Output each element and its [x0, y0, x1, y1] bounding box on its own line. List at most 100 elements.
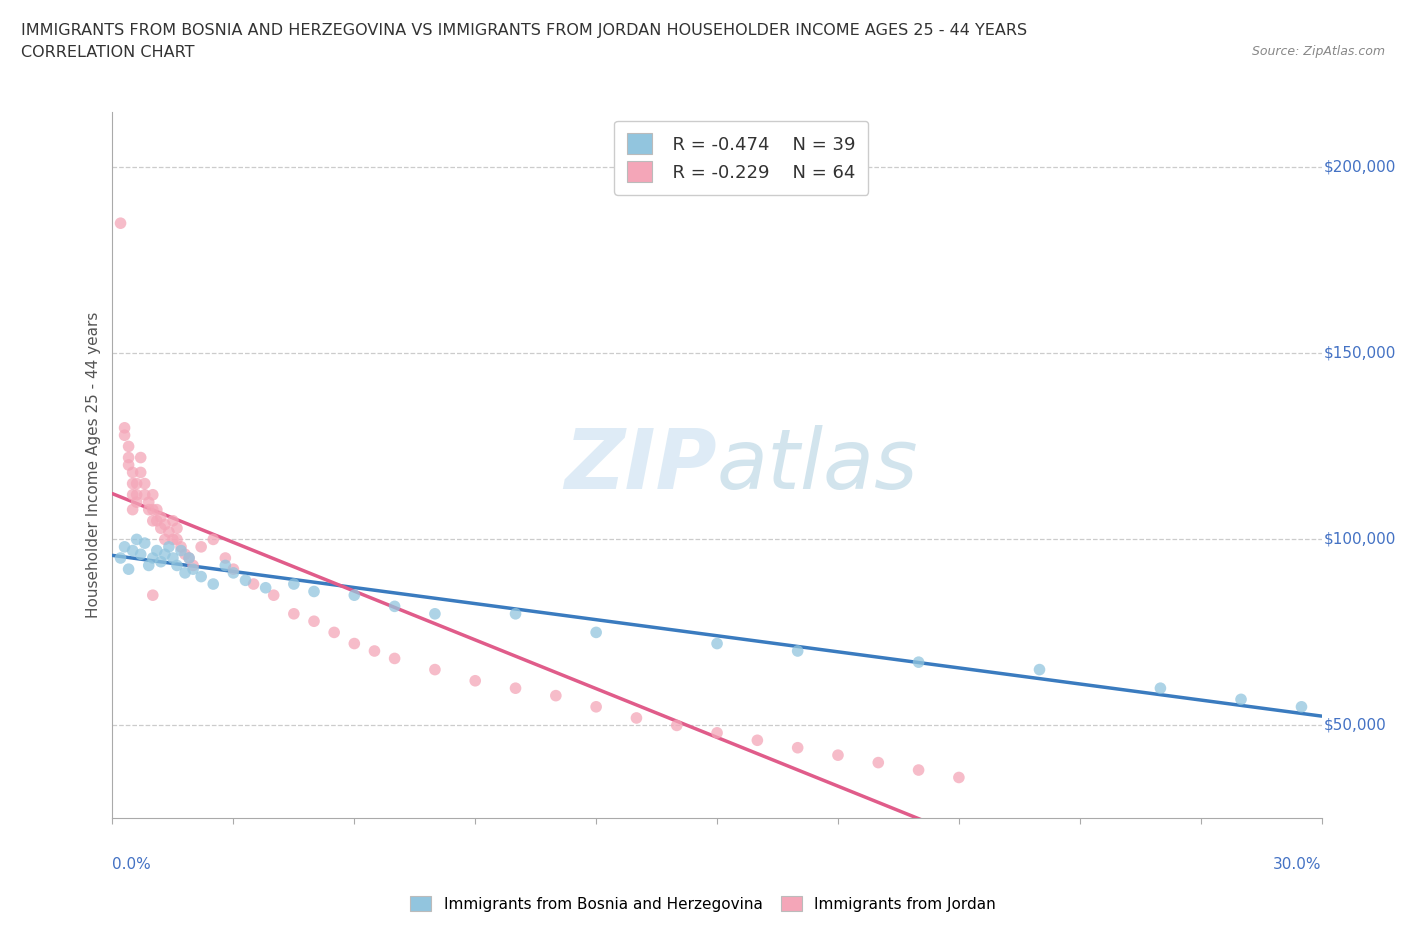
- Point: [423, 662, 446, 677]
- Text: $50,000: $50,000: [1324, 718, 1386, 733]
- Point: [146, 543, 169, 558]
- Point: [125, 495, 148, 510]
- Point: [235, 573, 257, 588]
- Point: [302, 614, 325, 629]
- Point: [129, 465, 152, 480]
- Point: [153, 517, 176, 532]
- Point: [254, 580, 277, 595]
- Point: [146, 513, 169, 528]
- Point: [1028, 662, 1050, 677]
- Point: [1291, 699, 1313, 714]
- Point: [343, 588, 366, 603]
- Point: [423, 606, 446, 621]
- Point: [114, 420, 136, 435]
- Point: [585, 625, 607, 640]
- Point: [117, 458, 139, 472]
- Point: [142, 502, 165, 517]
- Point: [121, 502, 143, 517]
- Point: [166, 532, 188, 547]
- Point: [153, 532, 176, 547]
- Point: [121, 465, 143, 480]
- Point: [505, 606, 527, 621]
- Point: [190, 539, 212, 554]
- Text: CORRELATION CHART: CORRELATION CHART: [21, 45, 194, 60]
- Point: [907, 763, 929, 777]
- Text: IMMIGRANTS FROM BOSNIA AND HERZEGOVINA VS IMMIGRANTS FROM JORDAN HOUSEHOLDER INC: IMMIGRANTS FROM BOSNIA AND HERZEGOVINA V…: [21, 23, 1028, 38]
- Point: [162, 551, 184, 565]
- Point: [177, 551, 200, 565]
- Point: [907, 655, 929, 670]
- Point: [242, 577, 264, 591]
- Point: [174, 547, 197, 562]
- Point: [170, 539, 193, 554]
- Point: [162, 532, 184, 547]
- Point: [181, 562, 204, 577]
- Point: [202, 532, 225, 547]
- Y-axis label: Householder Income Ages 25 - 44 years: Householder Income Ages 25 - 44 years: [86, 312, 101, 618]
- Point: [114, 539, 136, 554]
- Point: [142, 551, 165, 565]
- Point: [134, 487, 156, 502]
- Point: [170, 543, 193, 558]
- Point: [142, 487, 165, 502]
- Point: [222, 562, 245, 577]
- Legend: Immigrants from Bosnia and Herzegovina, Immigrants from Jordan: Immigrants from Bosnia and Herzegovina, …: [404, 889, 1002, 918]
- Point: [181, 558, 204, 573]
- Text: Source: ZipAtlas.com: Source: ZipAtlas.com: [1251, 45, 1385, 58]
- Point: [263, 588, 285, 603]
- Point: [110, 551, 132, 565]
- Text: ZIP: ZIP: [564, 424, 717, 506]
- Point: [214, 551, 236, 565]
- Point: [585, 699, 607, 714]
- Point: [117, 450, 139, 465]
- Point: [138, 502, 160, 517]
- Point: [177, 551, 200, 565]
- Point: [110, 216, 132, 231]
- Point: [1149, 681, 1171, 696]
- Point: [121, 543, 143, 558]
- Point: [117, 439, 139, 454]
- Point: [125, 476, 148, 491]
- Point: [166, 521, 188, 536]
- Text: $200,000: $200,000: [1324, 160, 1396, 175]
- Point: [114, 428, 136, 443]
- Point: [149, 521, 172, 536]
- Point: [134, 476, 156, 491]
- Point: [190, 569, 212, 584]
- Point: [505, 681, 527, 696]
- Point: [786, 644, 808, 658]
- Point: [363, 644, 385, 658]
- Point: [1230, 692, 1253, 707]
- Point: [948, 770, 970, 785]
- Point: [162, 513, 184, 528]
- Point: [283, 577, 305, 591]
- Point: [384, 651, 406, 666]
- Point: [153, 547, 176, 562]
- Point: [121, 487, 143, 502]
- Point: [544, 688, 567, 703]
- Point: [384, 599, 406, 614]
- Point: [125, 487, 148, 502]
- Point: [665, 718, 688, 733]
- Point: [129, 547, 152, 562]
- Text: $150,000: $150,000: [1324, 346, 1396, 361]
- Point: [214, 558, 236, 573]
- Text: atlas: atlas: [717, 424, 918, 506]
- Point: [157, 525, 180, 539]
- Point: [202, 577, 225, 591]
- Point: [343, 636, 366, 651]
- Point: [283, 606, 305, 621]
- Point: [121, 476, 143, 491]
- Point: [166, 558, 188, 573]
- Point: [868, 755, 890, 770]
- Point: [117, 562, 139, 577]
- Text: 30.0%: 30.0%: [1274, 857, 1322, 872]
- Point: [134, 536, 156, 551]
- Point: [464, 673, 486, 688]
- Point: [146, 502, 169, 517]
- Point: [157, 539, 180, 554]
- Point: [706, 725, 728, 740]
- Point: [142, 513, 165, 528]
- Point: [138, 558, 160, 573]
- Point: [323, 625, 346, 640]
